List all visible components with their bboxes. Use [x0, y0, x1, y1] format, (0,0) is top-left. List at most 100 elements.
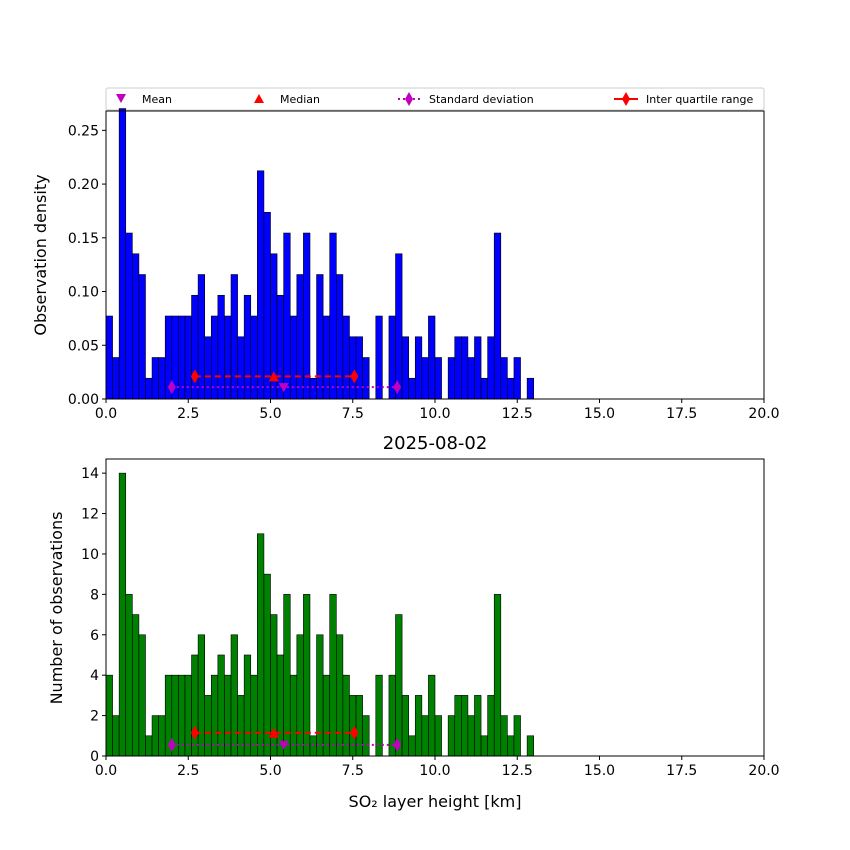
density-x-tick-label: 20.0 [748, 406, 779, 422]
count-bar [158, 715, 166, 757]
density-y-axis-label: Observation density [31, 174, 50, 335]
density-panel: 0.0 2.5 5.0 7.5 10.0 12.5 15.0 17.5 20.0 0.000.0… [31, 108, 780, 422]
count-bar [487, 695, 495, 757]
count-bar [362, 715, 370, 757]
count-bar [349, 695, 357, 757]
count-x-tick-label: 10.0 [419, 763, 450, 779]
density-y-tick-label: 0.15 [68, 231, 99, 247]
density-bar [204, 336, 212, 400]
density-x-tick-label: 7.5 [342, 406, 364, 422]
density-x-tick-label: 0.0 [95, 406, 117, 422]
count-bar [342, 674, 350, 757]
count-bar [454, 695, 462, 757]
count-x-ticks: 0.0 2.5 5.0 7.5 10.0 12.5 15.0 17.5 20.0 [95, 756, 780, 779]
count-bar [283, 594, 291, 757]
count-bar [210, 674, 219, 757]
density-bar [474, 336, 482, 400]
count-bar [329, 594, 337, 757]
density-x-tick-label: 12.5 [502, 406, 533, 422]
count-bar [434, 715, 442, 757]
count-bar [395, 614, 403, 757]
count-bar [250, 674, 258, 757]
count-bar [507, 735, 515, 757]
density-bar [118, 108, 127, 400]
count-bar [309, 735, 317, 757]
density-x-tick-label: 5.0 [259, 406, 281, 422]
count-x-tick-label: 12.5 [502, 763, 533, 779]
count-bar [401, 695, 409, 757]
count-bar [184, 674, 192, 757]
density-bar [296, 274, 304, 400]
count-y-ticks: 0 2 4 6 8 10 12 14 [81, 466, 106, 765]
count-y-tick-label: 8 [90, 587, 99, 603]
count-bar [296, 634, 304, 757]
count-bar [428, 674, 436, 757]
density-bar [112, 357, 120, 400]
density-std-lower-marker [167, 380, 176, 395]
density-bar [421, 357, 429, 400]
density-x-ticks: 0.0 2.5 5.0 7.5 10.0 12.5 15.0 17.5 20.0 [95, 399, 780, 422]
count-x-axis-label: SO₂ layer height [km] [349, 792, 522, 811]
density-bar [355, 336, 363, 400]
count-bar [355, 695, 363, 757]
density-bar [243, 294, 252, 400]
count-x-tick-label: 7.5 [342, 763, 364, 779]
density-iqr-upper-marker [350, 369, 359, 384]
count-bar [237, 695, 245, 757]
count-bar [500, 715, 508, 757]
density-y-tick-label: 0.05 [68, 338, 99, 354]
legend-iqr-label: Inter quartile range [646, 93, 753, 106]
density-x-tick-label: 2.5 [177, 406, 199, 422]
density-bar [447, 357, 456, 400]
density-bar [158, 357, 166, 400]
count-bar [243, 654, 252, 757]
count-bar [513, 715, 521, 757]
count-bar [178, 674, 186, 757]
density-std-upper-marker [393, 380, 402, 395]
count-bar [335, 634, 344, 757]
density-bar [105, 315, 113, 400]
count-x-tick-label: 0.0 [95, 763, 117, 779]
density-bar [138, 274, 146, 400]
count-mean-marker [278, 740, 289, 750]
density-bar [132, 253, 140, 400]
density-bar [197, 274, 205, 400]
density-bars [105, 108, 534, 400]
density-stat-markers [167, 369, 402, 395]
count-bar [322, 674, 331, 757]
density-bar [335, 274, 344, 400]
density-y-ticks: 0.00 0.05 0.10 0.15 0.20 0.25 [68, 123, 106, 408]
count-bars [105, 472, 534, 757]
density-mean-marker [278, 383, 289, 393]
count-bar [276, 654, 284, 757]
density-bar [362, 357, 370, 400]
count-iqr-lower-marker [190, 725, 199, 740]
density-bar [454, 336, 462, 400]
count-x-tick-label: 15.0 [584, 763, 615, 779]
density-bar [428, 315, 436, 400]
density-bar [263, 211, 271, 400]
density-bar [467, 357, 475, 400]
density-x-tick-label: 10.0 [419, 406, 450, 422]
density-bar [145, 377, 153, 400]
count-bar [303, 594, 311, 757]
density-bar [217, 294, 225, 400]
density-bar [414, 336, 423, 400]
count-x-tick-label: 20.0 [748, 763, 779, 779]
count-bar [474, 695, 482, 757]
density-bar [250, 315, 258, 400]
count-y-tick-label: 12 [81, 507, 99, 523]
legend-iqr-marker [622, 92, 630, 106]
density-bar [316, 274, 324, 400]
count-bar [421, 715, 429, 757]
count-bar [230, 634, 238, 757]
density-bar [375, 315, 383, 400]
density-bar [309, 377, 317, 400]
density-bar [303, 232, 311, 400]
count-panel: 2025-08-02 0.0 2.5 5.0 7.5 10.0 12.5 15.0 17.5 2… [47, 433, 780, 811]
density-median-marker [268, 371, 279, 382]
count-y-tick-label: 6 [90, 628, 99, 644]
density-bar [480, 377, 488, 400]
density-bar [191, 294, 199, 400]
